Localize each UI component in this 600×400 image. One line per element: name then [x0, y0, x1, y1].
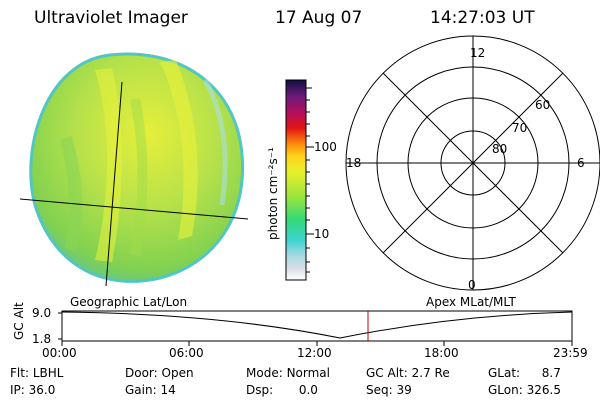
ip-status: IP: 36.0 [10, 383, 55, 397]
image-time: 14:27:03 UT [430, 8, 535, 28]
orbit-altitude-plot [61, 310, 573, 342]
geo-meridian-line [105, 81, 123, 287]
door-value: Open [161, 366, 194, 380]
intensity-colorbar [285, 79, 307, 281]
mode-value: Normal [286, 366, 330, 380]
glat-value: 8.7 [541, 366, 561, 380]
orbit-x-tick-2359: 23:59 [553, 346, 588, 360]
filter-status: Flt: LBHL [10, 366, 63, 380]
apex-coords-label: Apex MLat/MLT [426, 295, 516, 309]
colorbar-label-100: 100 [314, 140, 337, 154]
orbit-plot-ticks [58, 312, 573, 346]
glon-value: 326.5 [526, 383, 561, 397]
gain-label: Gain: [125, 383, 157, 397]
dsp-status: Dsp: 0.0 [246, 383, 318, 397]
door-status: Door: Open [125, 366, 194, 380]
mlat-label-70: 70 [512, 121, 528, 135]
instrument-title: Ultraviolet Imager [34, 8, 188, 28]
mlt-label-18: 18 [346, 156, 362, 170]
altitude-curve [61, 311, 573, 339]
dsp-label: Dsp: [246, 383, 274, 397]
ip-label: IP: [10, 383, 25, 397]
gc-alt-status: GC Alt: 2.7 Re [366, 366, 450, 380]
image-date: 17 Aug 07 [275, 8, 363, 28]
orbit-y-axis-label: GC Alt [12, 302, 26, 340]
mlt-label-12: 12 [470, 46, 486, 60]
gc-alt-value: 2.7 Re [411, 366, 450, 380]
earth-uv-image [19, 52, 249, 287]
seq-label: Seq: [366, 383, 393, 397]
orbit-x-tick-1800: 18:00 [424, 346, 459, 360]
glat-status: GLat: 8.7 [488, 366, 561, 380]
orbit-x-tick-0600: 06:00 [169, 346, 204, 360]
orbit-y-tick-1-8: 1.8 [32, 332, 52, 346]
mode-status: Mode: Normal [246, 366, 330, 380]
seq-status: Seq: 39 [366, 383, 412, 397]
glat-label: GLat: [488, 366, 521, 380]
orbit-x-tick-0000: 00:00 [42, 346, 77, 360]
colorbar-ticks [306, 87, 314, 273]
filter-value: LBHL [32, 366, 64, 380]
mlt-label-6: 6 [577, 156, 585, 170]
ip-value: 36.0 [28, 383, 56, 397]
colorbar-unit-label: photon cm⁻²s⁻¹ [266, 147, 280, 240]
seq-value: 39 [396, 383, 412, 397]
gain-status: Gain: 14 [125, 383, 176, 397]
orbit-x-tick-1200: 12:00 [297, 346, 332, 360]
geo-parallel-line [19, 198, 249, 220]
glon-status: GLon: 326.5 [488, 383, 561, 397]
door-label: Door: [125, 366, 158, 380]
mode-label: Mode: [246, 366, 283, 380]
mlat-label-80: 80 [492, 142, 508, 156]
polar-grid [345, 35, 600, 291]
orbit-y-tick-9: 9.0 [32, 306, 52, 320]
mlat-label-60: 60 [535, 98, 551, 112]
filter-label: Flt: [10, 366, 29, 380]
gc-alt-label: GC Alt: [366, 366, 408, 380]
colorbar-label-10: 10 [314, 227, 330, 241]
glon-label: GLon: [488, 383, 523, 397]
mlt-label-0: 0 [468, 278, 476, 292]
gain-value: 14 [160, 383, 176, 397]
geographic-coords-label: Geographic Lat/Lon [70, 295, 188, 309]
dsp-value: 0.0 [298, 383, 318, 397]
